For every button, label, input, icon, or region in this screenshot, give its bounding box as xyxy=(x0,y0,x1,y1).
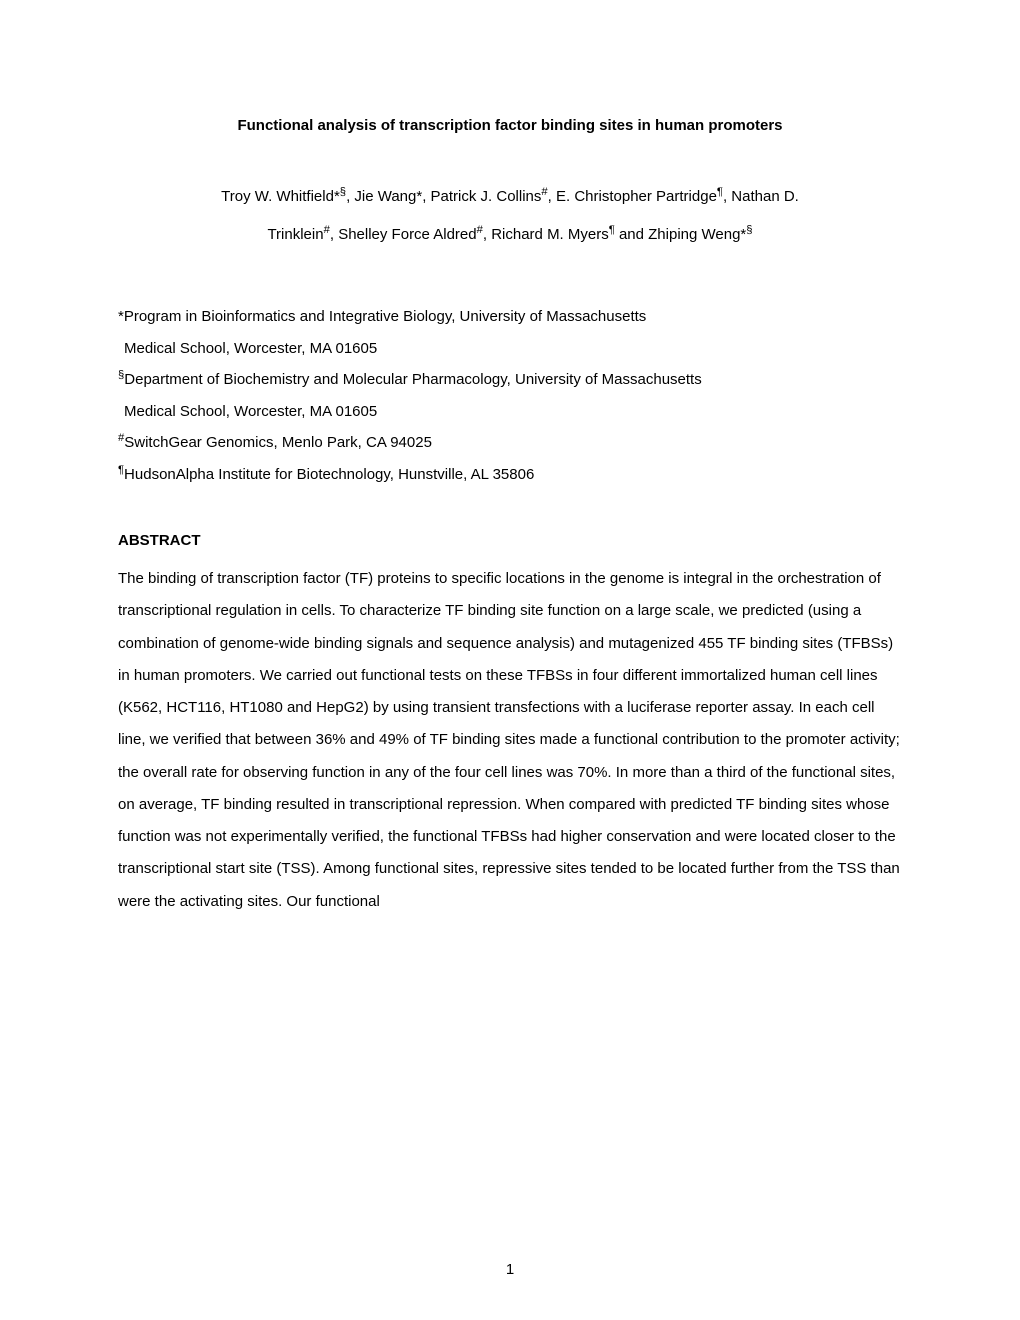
affiliation-4: ¶HudsonAlpha Institute for Biotechnology… xyxy=(118,459,902,491)
author-list: Troy W. Whitfield*§, Jie Wang*, Patrick … xyxy=(118,178,902,253)
affiliation-2-line-1: §Department of Biochemistry and Molecula… xyxy=(118,364,902,396)
affiliation-1-line-2: Medical School, Worcester, MA 01605 xyxy=(118,333,902,365)
affiliation-1-line-1: *Program in Bioinformatics and Integrati… xyxy=(118,301,902,333)
page-number: 1 xyxy=(506,1261,514,1278)
abstract-body: The binding of transcription factor (TF)… xyxy=(118,563,902,918)
authors-line-2: Trinklein#, Shelley Force Aldred#, Richa… xyxy=(267,226,752,243)
affiliation-2-line-2: Medical School, Worcester, MA 01605 xyxy=(118,396,902,428)
abstract-heading: ABSTRACT xyxy=(118,532,902,549)
paper-title: Functional analysis of transcription fac… xyxy=(118,115,902,136)
authors-line-1: Troy W. Whitfield*§, Jie Wang*, Patrick … xyxy=(221,188,799,205)
affiliations-block: *Program in Bioinformatics and Integrati… xyxy=(118,301,902,490)
affiliation-3: #SwitchGear Genomics, Menlo Park, CA 940… xyxy=(118,427,902,459)
